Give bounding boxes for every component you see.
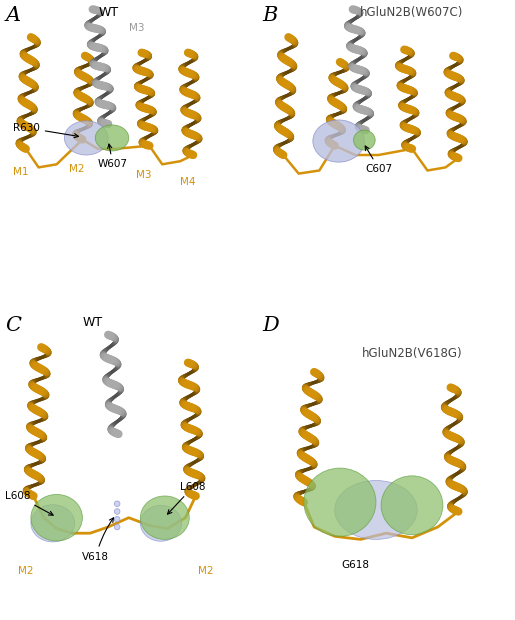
Ellipse shape [353,130,375,150]
Ellipse shape [140,505,181,541]
Text: hGluN2B(W607C): hGluN2B(W607C) [360,6,464,19]
Ellipse shape [114,501,120,507]
Text: C: C [5,316,21,335]
Text: M2: M2 [18,565,33,576]
Ellipse shape [140,496,190,539]
Ellipse shape [335,480,417,539]
Text: M2: M2 [198,565,214,576]
Text: WT: WT [82,316,102,329]
Text: A: A [5,6,20,25]
Text: B: B [263,6,278,25]
Text: D: D [263,316,280,335]
Text: M3: M3 [136,170,152,180]
Text: G618: G618 [341,559,369,570]
Ellipse shape [95,125,129,151]
Ellipse shape [31,505,75,542]
Ellipse shape [114,508,120,515]
Text: W607: W607 [98,144,128,169]
Ellipse shape [114,525,120,529]
Ellipse shape [381,476,443,534]
Text: C607: C607 [365,146,393,174]
Ellipse shape [313,120,365,162]
Ellipse shape [31,495,82,541]
Text: M2: M2 [70,164,85,174]
Text: L608: L608 [5,491,53,515]
Text: L608: L608 [167,482,206,514]
Text: V618: V618 [82,518,113,562]
Ellipse shape [304,468,376,536]
Text: M1: M1 [13,167,28,177]
Ellipse shape [64,121,108,155]
Text: WT: WT [98,6,118,19]
Text: M3: M3 [129,23,144,33]
Text: R630: R630 [13,123,78,138]
Ellipse shape [114,516,120,522]
Text: hGluN2B(V618G): hGluN2B(V618G) [362,347,462,360]
Text: M4: M4 [180,177,196,187]
